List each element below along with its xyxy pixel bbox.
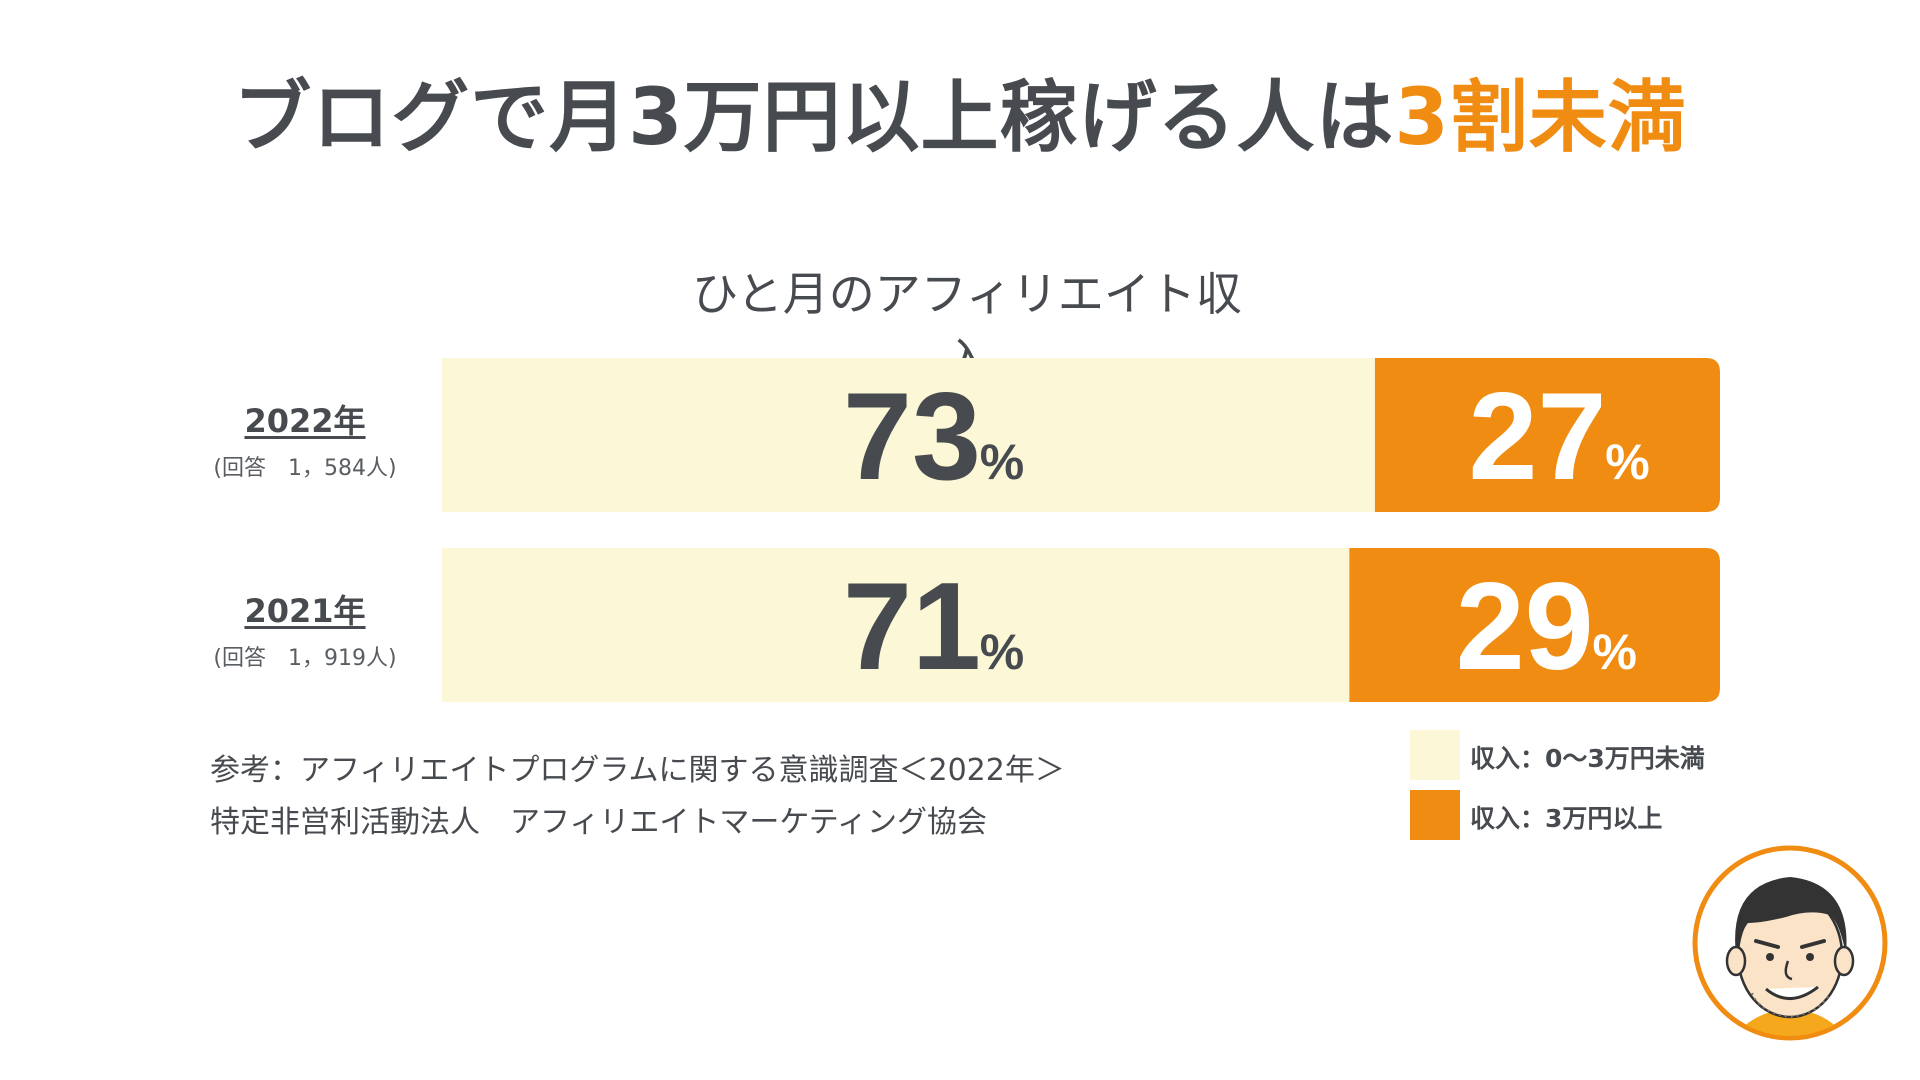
legend-swatch-high: [1410, 790, 1460, 840]
legend-label-high: 収入：3万円以上: [1470, 804, 1663, 833]
source-line-1: 参考：アフィリエイトプログラムに関する意識調査＜2022年＞: [210, 753, 1065, 788]
value-label-low-0: 73: [843, 368, 981, 506]
title-accent: 3割未満: [1394, 73, 1687, 163]
unit-label-high-0: %: [1605, 434, 1649, 490]
bar-segment-low-1: [442, 548, 1350, 702]
legend-label-low: 収入：0〜3万円未満: [1470, 744, 1705, 773]
row-year: 2021年: [244, 592, 366, 630]
value-label-low-1: 71: [843, 558, 981, 696]
bar-segment-low-0: [442, 358, 1375, 512]
row-label-2021: 2021年 (回答 1，919人): [200, 586, 410, 672]
unit-label-low-0: %: [980, 434, 1024, 490]
unit-label-high-1: %: [1592, 624, 1636, 680]
unit-label-low-1: %: [980, 624, 1024, 680]
bar-segment-high-0: [1374, 358, 1720, 512]
author-avatar-icon: [1692, 845, 1888, 1041]
page-title: ブログで月3万円以上稼げる人は3割未満: [0, 55, 1920, 167]
row-responses: (回答 1，919人): [213, 646, 397, 671]
bar-segment-high-1: [1349, 548, 1720, 702]
source-note: 参考：アフィリエイトプログラムに関する意識調査＜2022年＞ 特定非営利活動法人…: [210, 745, 1065, 849]
source-line-2: 特定非営利活動法人 アフィリエイトマーケティング協会: [210, 805, 987, 840]
legend-swatch-low: [1410, 730, 1460, 780]
row-label-2022: 2022年 (回答 1，584人): [200, 396, 410, 482]
value-label-high-1: 29: [1456, 558, 1594, 696]
row-year: 2022年: [244, 402, 366, 440]
value-label-high-0: 27: [1469, 368, 1607, 506]
title-main: ブログで月3万円以上稼げる人は: [233, 73, 1395, 163]
row-responses: (回答 1，584人): [213, 456, 397, 481]
